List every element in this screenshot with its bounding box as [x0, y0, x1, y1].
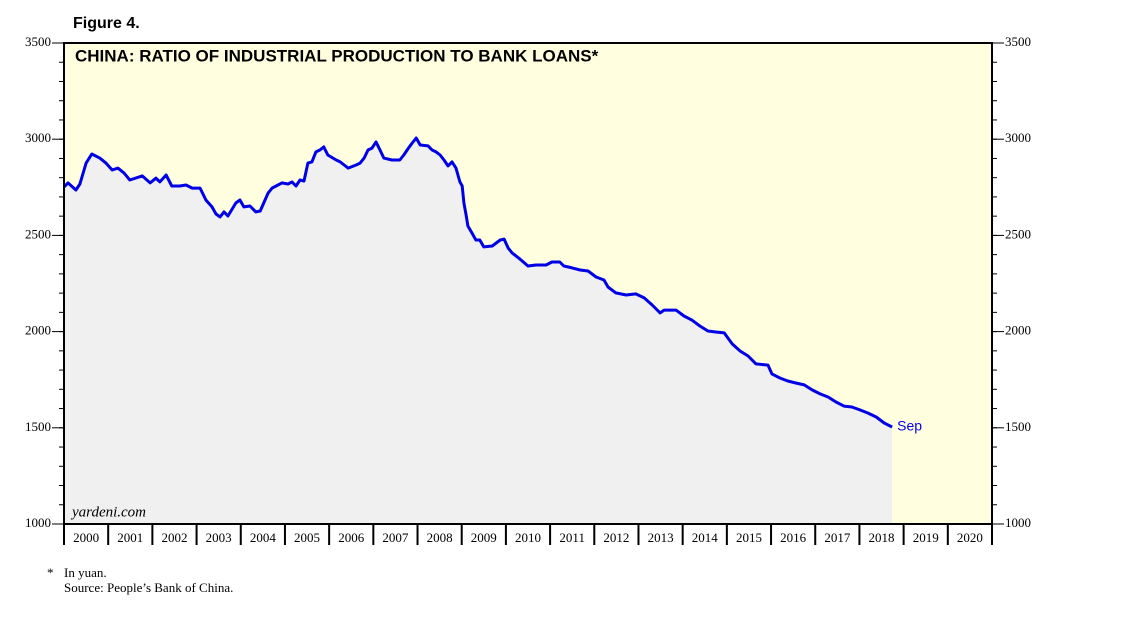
y2-tick-label: 1000 — [1005, 515, 1031, 530]
x-tick-label: 2009 — [471, 530, 497, 545]
y-tick-label: 1500 — [25, 419, 51, 434]
y2-tick-label: 2000 — [1005, 323, 1031, 338]
y-tick-label: 3500 — [25, 34, 51, 49]
x-tick-label: 2014 — [692, 530, 719, 545]
chart-title: CHINA: RATIO OF INDUSTRIAL PRODUCTION TO… — [75, 46, 599, 65]
y-tick-label: 1000 — [25, 515, 51, 530]
footnote: In yuan. — [64, 565, 107, 580]
area-fill — [64, 138, 893, 524]
y-tick-label: 3000 — [25, 130, 51, 145]
x-tick-label: 2020 — [957, 530, 983, 545]
x-tick-label: 2006 — [338, 530, 365, 545]
x-tick-label: 2016 — [780, 530, 807, 545]
x-tick-label: 2001 — [117, 530, 143, 545]
y-tick-label: 2500 — [25, 226, 51, 241]
x-tick-label: 2012 — [603, 530, 629, 545]
x-tick-label: 2005 — [294, 530, 320, 545]
y2-tick-label: 1500 — [1005, 419, 1031, 434]
x-tick-label: 2017 — [824, 530, 851, 545]
y2-tick-label: 3000 — [1005, 130, 1031, 145]
y-tick-label: 2000 — [25, 323, 51, 338]
x-tick-label: 2013 — [648, 530, 674, 545]
x-tick-label: 2008 — [427, 530, 453, 545]
x-tick-label: 2011 — [559, 530, 585, 545]
x-tick-label: 2000 — [73, 530, 99, 545]
x-tick-label: 2002 — [161, 530, 187, 545]
end-label: Sep — [897, 418, 922, 434]
x-tick-label: 2010 — [515, 530, 541, 545]
x-tick-label: 2007 — [382, 530, 409, 545]
y2-tick-label: 3500 — [1005, 34, 1031, 49]
plot-frame — [63, 42, 993, 525]
x-tick-label: 2015 — [736, 530, 762, 545]
figure-label: Figure 4. — [73, 15, 140, 32]
x-tick-label: 2003 — [206, 530, 232, 545]
x-tick-label: 2019 — [913, 530, 939, 545]
y2-tick-label: 2500 — [1005, 226, 1031, 241]
watermark: yardeni.com — [70, 504, 146, 520]
x-tick-label: 2004 — [250, 530, 277, 545]
source: Source: People’s Bank of China. — [64, 580, 233, 595]
line — [62, 136, 893, 429]
x-tick-label: 2018 — [869, 530, 895, 545]
footnote-marker: * — [47, 565, 54, 580]
